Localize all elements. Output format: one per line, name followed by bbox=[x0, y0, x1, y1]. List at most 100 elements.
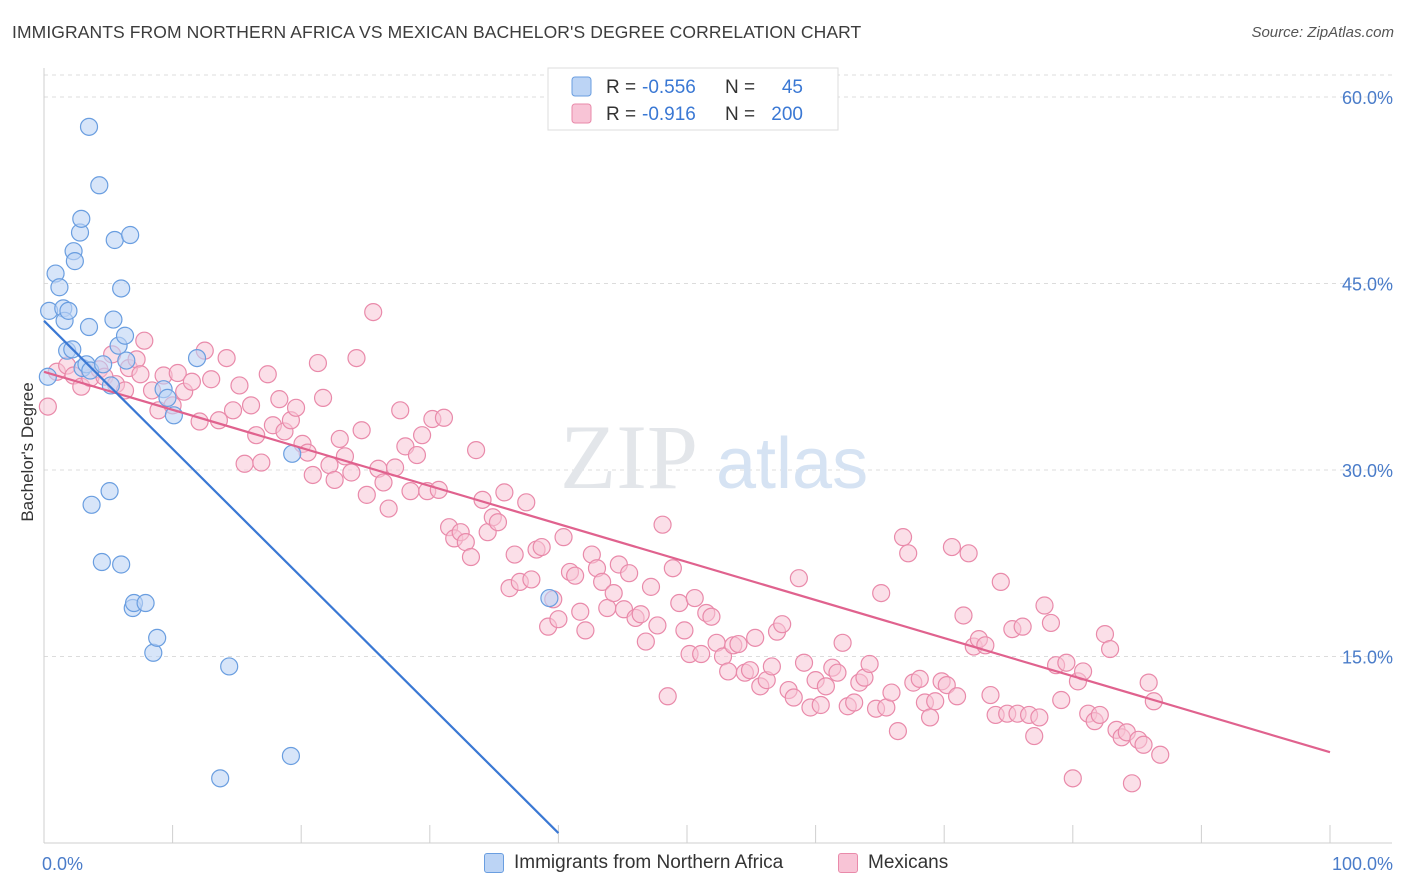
mexicans-point bbox=[1041, 613, 1061, 633]
y-tick-labels: 15.0% 30.0% 45.0% 60.0% bbox=[1342, 88, 1393, 668]
legend-item-mexicans: Mexicans bbox=[838, 852, 948, 874]
mexicans-point bbox=[223, 401, 243, 420]
series-legend: Immigrants from Northern Africa Mexicans bbox=[0, 852, 1406, 878]
mexicans-point bbox=[364, 302, 383, 322]
mexicans-point bbox=[954, 606, 973, 625]
mexicans-point bbox=[648, 616, 667, 635]
mexicans-point bbox=[947, 687, 967, 706]
mexicans-point bbox=[845, 693, 864, 712]
mexicans-point bbox=[325, 470, 344, 490]
mexicans-point bbox=[910, 669, 929, 688]
mexicans-point bbox=[131, 365, 150, 384]
mexicans-point bbox=[303, 465, 322, 485]
mexicans-point bbox=[653, 515, 672, 534]
mexicans-point bbox=[461, 547, 481, 567]
legend-r-value: -0.916 bbox=[642, 104, 696, 125]
legend-box bbox=[547, 67, 839, 131]
mexicans-point bbox=[308, 353, 328, 373]
mexicans-points bbox=[38, 302, 1170, 793]
mexicans-point bbox=[789, 569, 808, 588]
correlation-legend: R = -0.556 N = 45 R = -0.916 N = 200 bbox=[547, 67, 839, 131]
mexicans-point bbox=[888, 721, 908, 741]
mexicans-point bbox=[1100, 639, 1120, 659]
mexicans-point bbox=[620, 564, 639, 583]
mexicans-point bbox=[1035, 596, 1054, 615]
mexicans-point bbox=[882, 683, 901, 702]
legend-r-label: R = bbox=[606, 104, 636, 125]
mexicans-point bbox=[429, 480, 448, 499]
immigrants-point bbox=[79, 117, 99, 136]
immigrants-point bbox=[148, 628, 167, 647]
mexicans-point bbox=[991, 572, 1010, 592]
watermark-zip: ZIP bbox=[560, 406, 698, 508]
legend-item-immigrants: Immigrants from Northern Africa bbox=[484, 852, 783, 874]
watermark-atlas: atlas bbox=[716, 424, 868, 504]
mexicans-point bbox=[794, 653, 814, 672]
mexicans-point bbox=[899, 544, 918, 563]
mexicans-point bbox=[1151, 745, 1170, 764]
mexicans-point bbox=[412, 426, 432, 445]
immigrants-point bbox=[187, 349, 207, 368]
legend-n-value: 45 bbox=[782, 77, 803, 98]
mexicans-point bbox=[549, 610, 568, 629]
mexicans-point bbox=[374, 473, 393, 492]
mexicans-trend-line bbox=[43, 370, 1331, 754]
mexicans-point bbox=[1052, 690, 1071, 710]
immigrants-point bbox=[158, 388, 177, 407]
immigrants-point bbox=[65, 252, 84, 271]
immigrants-point bbox=[38, 367, 57, 386]
mexicans-point bbox=[811, 695, 830, 715]
mexicans-point bbox=[675, 621, 694, 640]
mexicans-point bbox=[593, 572, 612, 592]
mexicans-point bbox=[773, 615, 792, 634]
mexicans-point bbox=[505, 545, 524, 564]
mexicans-point bbox=[252, 453, 271, 472]
mexicans-point bbox=[702, 607, 721, 626]
legend-label: Mexicans bbox=[868, 852, 949, 873]
mexicans-point bbox=[352, 421, 371, 440]
mexicans-point bbox=[746, 628, 765, 647]
immigrants-point bbox=[104, 310, 123, 329]
mexicans-point bbox=[434, 408, 454, 427]
y-axis-label: Bachelor's Degree bbox=[18, 382, 37, 521]
x-tick-labels: 0.0% 100.0% bbox=[42, 854, 1393, 874]
immigrants-point bbox=[72, 209, 91, 228]
immigrants-points bbox=[38, 117, 559, 788]
mexicans-point bbox=[202, 370, 221, 389]
legend-swatch bbox=[838, 853, 858, 873]
immigrants-point bbox=[144, 643, 163, 662]
mexicans-point bbox=[604, 583, 623, 603]
mexicans-point bbox=[636, 632, 655, 651]
mexicans-point bbox=[522, 570, 541, 589]
mexicans-point bbox=[920, 708, 940, 727]
mexicans-point bbox=[168, 363, 187, 383]
legend-n-value: 200 bbox=[771, 104, 803, 125]
immigrants-point bbox=[100, 482, 119, 501]
mexicans-point bbox=[762, 657, 781, 676]
mexicans-point bbox=[670, 593, 689, 613]
mexicans-point bbox=[182, 372, 201, 391]
mexicans-point bbox=[685, 588, 704, 608]
mexicans-point bbox=[391, 401, 410, 420]
mexicans-point bbox=[135, 331, 154, 350]
mexicans-point bbox=[981, 685, 1000, 705]
mexicans-point bbox=[217, 349, 236, 368]
mexicans-point bbox=[495, 483, 514, 502]
immigrants-point bbox=[117, 351, 136, 370]
mexicans-point bbox=[313, 388, 333, 407]
legend-label: Immigrants from Northern Africa bbox=[514, 852, 784, 873]
x-tick-label: 0.0% bbox=[42, 854, 83, 874]
immigrants-point bbox=[79, 317, 99, 337]
y-tick-label: 45.0% bbox=[1342, 275, 1393, 295]
immigrants-point bbox=[211, 769, 230, 788]
mexicans-point bbox=[466, 441, 486, 460]
legend-swatch-pink bbox=[571, 103, 592, 124]
immigrants-trend-line bbox=[43, 320, 560, 834]
mexicans-point bbox=[1025, 726, 1044, 746]
mexicans-point bbox=[488, 513, 508, 532]
mexicans-point bbox=[872, 583, 891, 603]
legend-n-label: N = bbox=[725, 104, 755, 125]
legend-swatch bbox=[484, 853, 504, 873]
immigrants-point bbox=[90, 176, 109, 195]
